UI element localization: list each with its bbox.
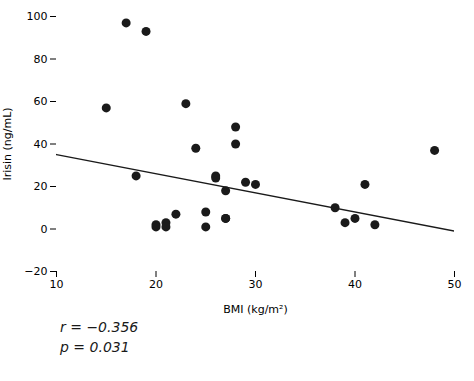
svg-text:20: 20	[149, 278, 163, 291]
svg-text:BMI (kg/m²): BMI (kg/m²)	[223, 303, 288, 316]
svg-text:20: 20	[34, 180, 48, 193]
svg-text:0: 0	[41, 223, 48, 236]
svg-text:100: 100	[27, 10, 48, 23]
svg-text:40: 40	[34, 138, 48, 151]
html-text:r = −0.356: r = −0.356	[60, 319, 139, 335]
svg-text:30: 30	[249, 278, 263, 291]
html-text:p = 0.031: p = 0.031	[60, 339, 130, 355]
svg-text:60: 60	[34, 95, 48, 108]
svg-text:−20: −20	[24, 265, 47, 278]
svg-text:50: 50	[448, 278, 462, 291]
svg-text:40: 40	[348, 278, 362, 291]
svg-text:80: 80	[34, 53, 48, 66]
svg-text:10: 10	[50, 278, 64, 291]
svg-text:Irisin (ng/mL): Irisin (ng/mL)	[1, 107, 14, 180]
